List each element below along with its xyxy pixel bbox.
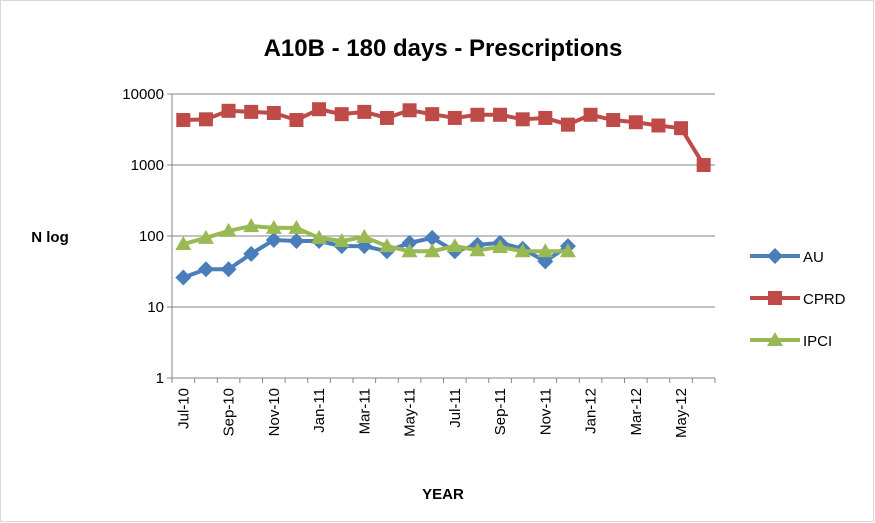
data-point [311, 229, 328, 244]
data-point [357, 104, 372, 119]
data-point [334, 107, 349, 122]
y-axis-label: N log [31, 229, 69, 246]
data-point [583, 107, 598, 122]
data-point [197, 229, 214, 244]
data-point [492, 238, 509, 253]
data-point [289, 113, 304, 128]
x-tick-label: Jul-11 [447, 388, 464, 428]
legend-marker [768, 291, 782, 305]
y-tick-label: 1 [156, 370, 164, 387]
data-point [378, 238, 395, 253]
y-tick-label: 10000 [122, 86, 164, 103]
data-point [243, 245, 260, 262]
data-point [220, 222, 237, 237]
x-tick-label: Nov-10 [266, 388, 283, 436]
data-point [493, 107, 508, 122]
data-point [176, 113, 191, 128]
x-tick-label: Nov-11 [537, 388, 554, 435]
data-point [244, 104, 259, 119]
data-point [379, 110, 394, 125]
data-point [221, 103, 236, 118]
legend-marker [767, 332, 783, 346]
data-point [265, 219, 282, 234]
data-point [265, 231, 282, 248]
data-point [515, 112, 530, 127]
x-tick-label: Mar-11 [356, 388, 373, 434]
data-point [538, 110, 553, 125]
data-point [198, 112, 213, 127]
data-point [469, 242, 486, 257]
data-point [424, 229, 441, 246]
data-point [401, 234, 418, 251]
x-tick-label: Sep-11 [492, 388, 509, 435]
legend-label: AU [803, 249, 824, 266]
data-point [470, 107, 485, 122]
legend-marker [767, 248, 783, 264]
data-point [447, 110, 462, 125]
x-axis-label: YEAR [422, 486, 464, 503]
y-tick-label: 10 [147, 299, 164, 316]
data-point [402, 103, 417, 118]
data-point [266, 106, 281, 121]
data-point [356, 228, 373, 243]
data-point [175, 236, 192, 251]
data-point [606, 113, 621, 128]
legend-label: IPCI [803, 333, 832, 350]
x-tick-label: Jan-11 [311, 388, 328, 433]
data-point [560, 117, 575, 132]
data-point [628, 115, 643, 130]
y-tick-label: 1000 [131, 157, 164, 174]
chart-title: A10B - 180 days - Prescriptions [264, 35, 623, 62]
x-tick-label: Mar-12 [628, 388, 645, 436]
data-point [514, 243, 531, 258]
data-point [333, 233, 350, 248]
data-point [537, 253, 554, 270]
data-point [312, 102, 327, 117]
data-point [197, 261, 214, 278]
data-point [674, 121, 689, 136]
data-point [288, 233, 305, 250]
x-tick-label: Jan-12 [583, 388, 600, 434]
y-tick-label: 100 [139, 228, 164, 245]
data-point [537, 243, 554, 258]
data-point [175, 269, 192, 286]
legend-label: CPRD [803, 291, 846, 308]
x-tick-label: Jul-10 [175, 388, 192, 429]
data-point [220, 261, 237, 278]
x-tick-label: May-11 [402, 388, 419, 437]
data-point [288, 219, 305, 234]
data-point [424, 243, 441, 258]
data-point [696, 158, 711, 172]
data-point [425, 107, 440, 122]
x-tick-label: Sep-10 [221, 388, 238, 436]
data-point [446, 238, 463, 253]
data-point [559, 243, 576, 258]
data-point [651, 118, 666, 133]
x-tick-label: May-12 [673, 388, 690, 438]
data-point [243, 218, 260, 233]
data-point [401, 243, 418, 258]
